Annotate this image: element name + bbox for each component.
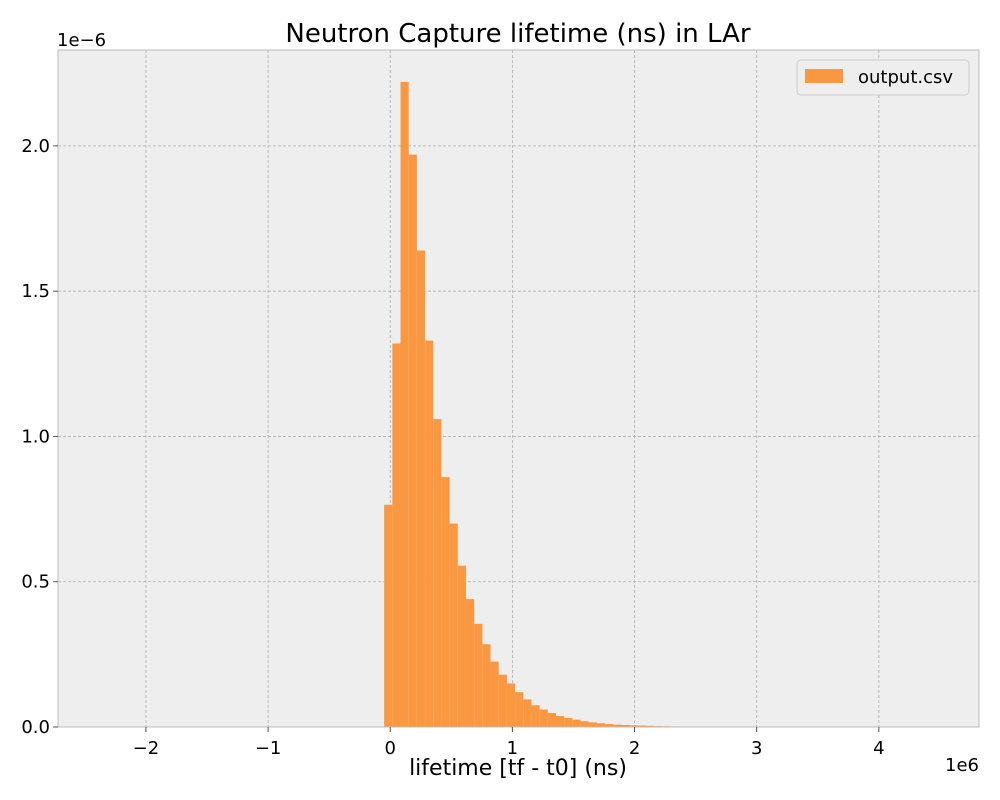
histogram-bar (572, 719, 581, 727)
histogram-bar (465, 599, 475, 727)
y-tick-label: 0.0 (21, 717, 50, 738)
histogram-bar (425, 340, 434, 727)
histogram-bar (457, 565, 466, 727)
legend-label: output.csv (858, 67, 953, 88)
histogram-bar (441, 477, 450, 727)
histogram-bar (506, 683, 516, 727)
histogram-bar (384, 504, 393, 727)
x-axis-ticks: −2 −1 0 1 2 3 4 (133, 727, 885, 759)
histogram-bar (596, 723, 606, 727)
histogram-bar (605, 724, 614, 727)
histogram-bar (490, 661, 499, 727)
histogram-bar (400, 81, 409, 728)
y-axis-offset-label: 1e−6 (57, 30, 106, 51)
histogram-bar (482, 644, 491, 727)
chart-title: Neutron Capture lifetime (ns) in LAr (285, 19, 751, 49)
histogram-bar (564, 717, 573, 727)
histogram-bar (523, 699, 532, 727)
histogram-bar (408, 154, 417, 728)
histogram-bar (449, 523, 458, 727)
plot-frame (57, 49, 980, 728)
histogram-bar (531, 705, 540, 727)
x-tick-label: 3 (751, 738, 762, 759)
x-tick-label: 1 (507, 738, 518, 759)
histogram-bar (646, 725, 655, 727)
y-tick-label: 1.0 (21, 426, 50, 447)
plot-area (58, 50, 979, 727)
histogram-bar (416, 250, 426, 727)
x-tick-label: 0 (385, 738, 396, 759)
legend-swatch (805, 69, 843, 83)
histogram-bar (433, 419, 442, 727)
histogram-bar (555, 715, 565, 727)
histogram-bar (613, 724, 622, 727)
histogram-bar (547, 713, 556, 727)
histogram-bar (392, 343, 401, 727)
legend-box (796, 59, 970, 96)
y-axis-ticks: 0.0 0.5 1.0 1.5 2.0 (21, 136, 58, 738)
histogram-bar (498, 674, 507, 727)
y-tick-label: 2.0 (21, 136, 50, 157)
x-axis-offset-label: 1e6 (945, 755, 979, 776)
histogram-bar (515, 692, 524, 727)
x-tick-label: 4 (873, 738, 884, 759)
y-tick-label: 0.5 (21, 572, 50, 593)
x-tick-label: −2 (133, 738, 160, 759)
legend: output.csv (796, 59, 970, 96)
y-tick-label: 1.5 (21, 281, 50, 302)
histogram-bar (621, 724, 630, 727)
histogram-bar (637, 725, 647, 727)
histogram-bar (580, 721, 589, 727)
histogram-bar (474, 623, 483, 727)
histogram-bar (629, 725, 638, 727)
x-tick-label: 2 (629, 738, 640, 759)
x-tick-label: −1 (255, 738, 282, 759)
x-axis-label: lifetime [tf - t0] (ns) (409, 756, 627, 781)
histogram-bars (384, 81, 687, 728)
histogram-bar (539, 709, 548, 727)
histogram-bar (588, 722, 597, 727)
